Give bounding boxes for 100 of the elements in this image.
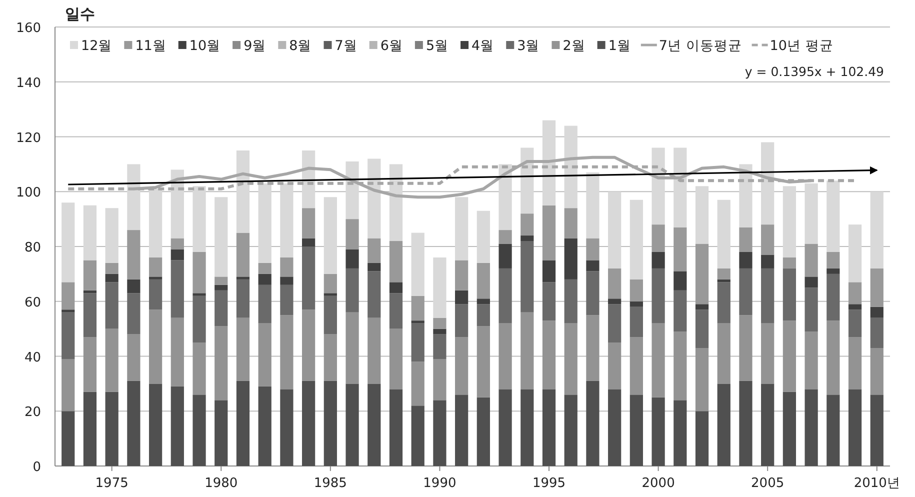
bar: [476, 304, 490, 326]
bar: [652, 224, 665, 252]
bar: [695, 186, 709, 244]
bar: [826, 252, 840, 268]
x-tick-label: 2005: [751, 476, 784, 491]
bar: [368, 318, 381, 384]
bar: [455, 394, 468, 466]
bar: [652, 397, 665, 466]
bar: [586, 238, 600, 260]
bar: [83, 337, 97, 392]
bar: [127, 380, 140, 466]
bar: [83, 205, 97, 260]
bar: [674, 290, 687, 332]
bar: [630, 279, 643, 302]
bar: [717, 282, 730, 324]
bar: [717, 384, 730, 466]
bar: [368, 238, 381, 263]
x-tick-label: 2010년: [854, 476, 900, 491]
y-tick-label: 60: [24, 295, 41, 310]
bar: [848, 337, 862, 390]
bar: [870, 306, 884, 318]
bar: [192, 293, 206, 296]
x-tick-label: 2000: [642, 476, 675, 491]
bar: [105, 262, 118, 274]
y-tick-label: 80: [24, 240, 41, 256]
bar: [148, 257, 162, 277]
bar: [105, 392, 118, 466]
bar: [739, 227, 752, 252]
bar: [564, 238, 578, 280]
bar: [870, 394, 884, 466]
bar: [324, 296, 337, 334]
bar: [476, 210, 490, 263]
bar: [368, 271, 381, 318]
bar: [870, 348, 884, 395]
bar: [455, 290, 468, 304]
bar: [280, 276, 294, 285]
bar: [192, 252, 206, 294]
bar: [498, 323, 512, 390]
bar: [695, 244, 709, 304]
bar: [83, 260, 97, 290]
bar: [214, 326, 228, 400]
bar: [62, 312, 75, 359]
bar: [520, 241, 534, 312]
bar: [389, 328, 403, 390]
bar: [280, 389, 294, 466]
bar: [498, 268, 512, 324]
bar: [564, 208, 578, 238]
bar: [804, 332, 818, 390]
bar: [324, 334, 337, 381]
bar: [717, 268, 730, 280]
bar: [848, 389, 862, 466]
bar: [630, 337, 643, 395]
x-tick-label: 1990: [423, 476, 456, 491]
x-tick-label: 1985: [314, 476, 347, 491]
bar: [192, 342, 206, 395]
legend-label: 11월: [135, 38, 166, 54]
bar: [761, 254, 774, 268]
bar: [389, 164, 403, 242]
bar: [214, 284, 228, 290]
bar: [608, 304, 622, 343]
bar: [105, 274, 118, 282]
bar: [674, 271, 687, 290]
bar: [695, 411, 709, 466]
legend-label: 3월: [517, 38, 540, 54]
bar: [236, 232, 250, 277]
bar: [433, 318, 446, 329]
bar: [476, 298, 490, 304]
bar: [258, 183, 272, 263]
bar: [192, 296, 206, 343]
bar: [476, 262, 490, 299]
bar: [782, 268, 796, 321]
bar: [170, 386, 184, 466]
bar: [695, 304, 709, 310]
bar: [127, 293, 140, 334]
bar: [498, 244, 512, 268]
bar: [608, 192, 622, 268]
bar: [324, 293, 337, 296]
bar: [761, 323, 774, 384]
bar: [804, 244, 818, 277]
bar: [717, 323, 730, 384]
bar: [368, 384, 381, 466]
bar: [258, 274, 272, 285]
bar: [258, 262, 272, 274]
bar: [455, 197, 468, 260]
annotation: y = 0.1395x + 102.49: [744, 64, 884, 79]
bar: [83, 392, 97, 466]
legend-label: 10년 평균: [770, 38, 834, 54]
legend-label: 5월: [426, 38, 449, 54]
bar: [236, 150, 250, 233]
y-tick-label: 0: [32, 460, 41, 475]
bar: [739, 380, 752, 466]
bar: [652, 323, 665, 398]
bar: [870, 318, 884, 348]
bar: [564, 323, 578, 395]
legend-label: 7월: [334, 38, 358, 54]
bar: [105, 328, 118, 392]
bar: [761, 224, 774, 255]
bar: [368, 158, 381, 238]
bar: [170, 260, 184, 318]
bar: [586, 260, 600, 272]
